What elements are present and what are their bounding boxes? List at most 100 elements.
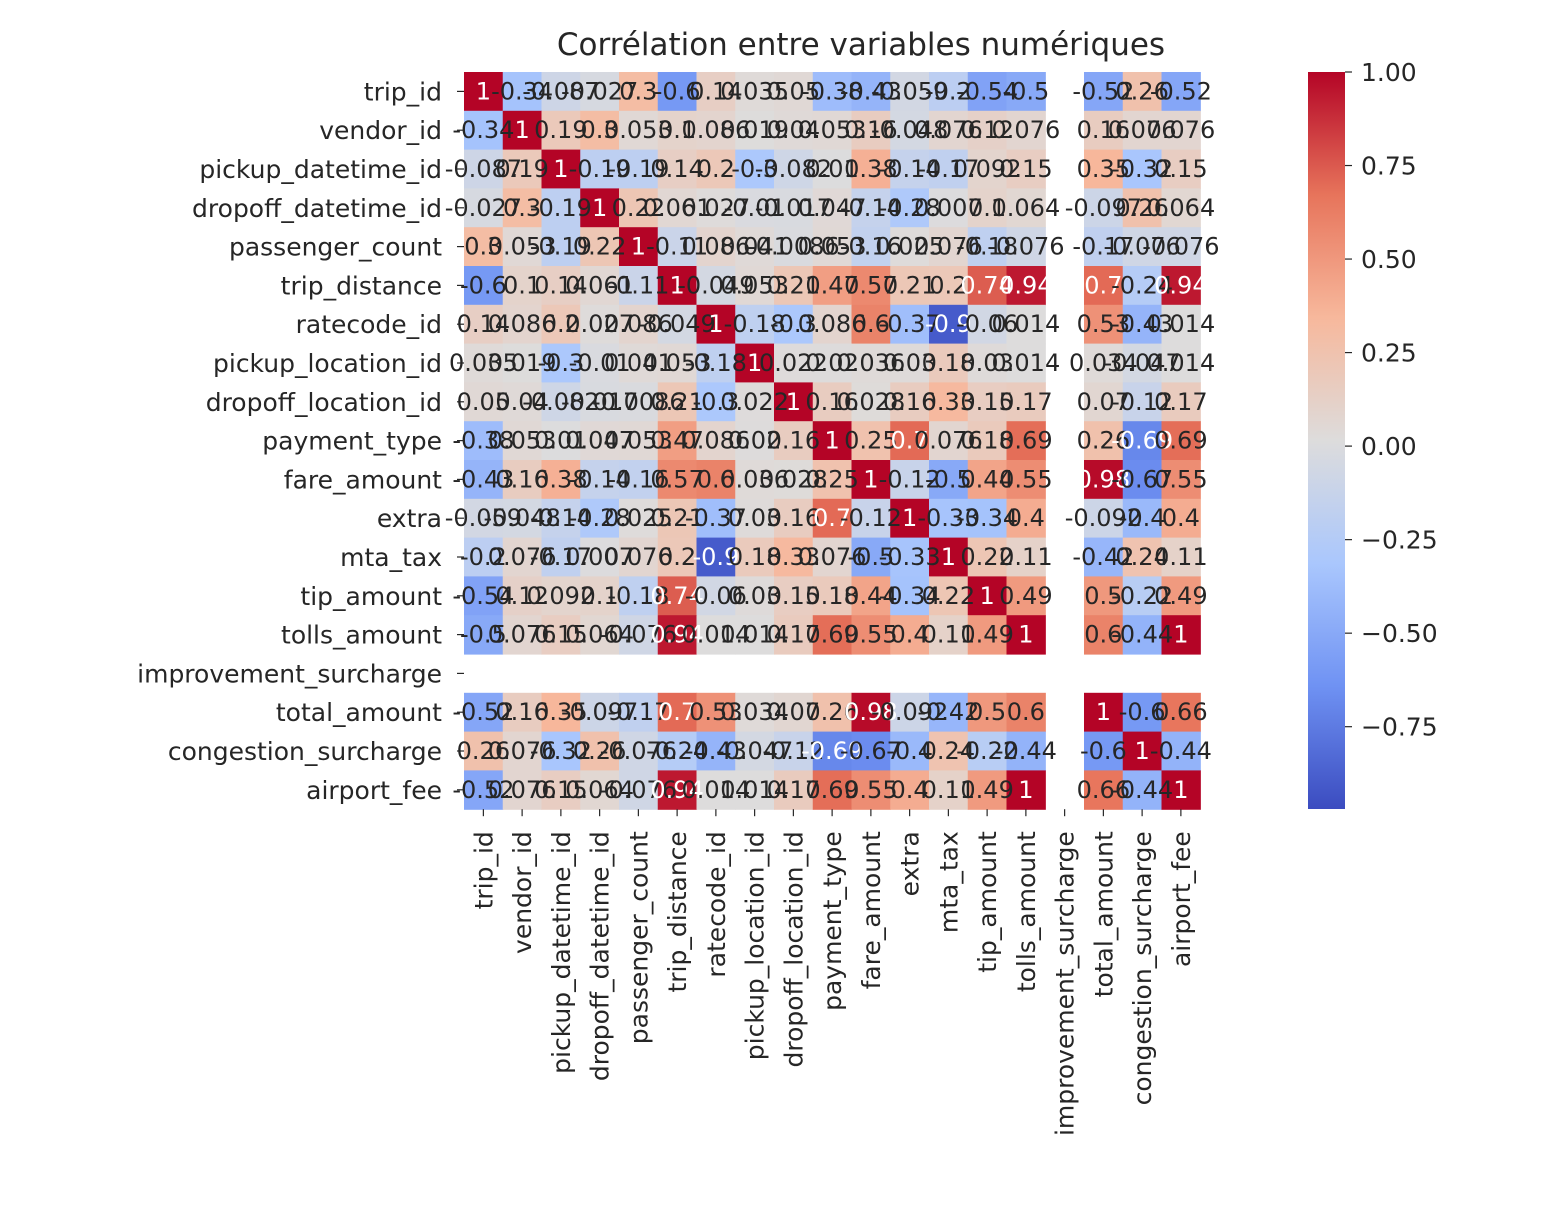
x-tick-label: mta_tax — [934, 831, 963, 933]
x-tick-label: pickup_location_id — [741, 831, 770, 1060]
heatmap-cell — [851, 227, 891, 267]
heatmap-cell — [580, 72, 620, 112]
heatmap-cell — [696, 382, 736, 422]
cell-annotation: 0.092 — [527, 582, 596, 610]
heatmap-cell — [619, 576, 659, 616]
heatmap-cell — [696, 498, 736, 539]
cell-annotation: 1 — [553, 155, 568, 183]
heatmap-cell — [580, 421, 620, 461]
cell-annotation: -0.092 — [1065, 504, 1142, 532]
heatmap-cell — [967, 110, 1008, 151]
cell-annotation: 0.25 — [844, 427, 897, 455]
cell-annotation: 0.076 — [1147, 116, 1216, 144]
heatmap-cell — [1084, 460, 1124, 500]
heatmap-cell — [502, 576, 543, 616]
heatmap-cell — [502, 498, 543, 539]
cell-annotation: 1 — [514, 116, 529, 144]
cell-annotation: 0.076 — [488, 543, 557, 571]
heatmap-cell — [774, 770, 814, 810]
cell-annotation: 0.053 — [798, 233, 867, 261]
cell-annotation: 0.022 — [720, 388, 789, 416]
y-tick-label: improvement_surcharge — [137, 659, 442, 688]
heatmap-cell — [580, 576, 620, 616]
cell-annotation: -0.4 — [1119, 504, 1166, 532]
heatmap-cell — [1122, 343, 1163, 383]
y-tick-label: airport_fee — [306, 776, 442, 805]
cell-annotation: -0.5 — [847, 543, 894, 571]
cell-annotation: 0.014 — [992, 349, 1061, 377]
heatmap-cell — [812, 770, 853, 810]
cell-annotation: 0.47 — [805, 271, 858, 299]
heatmap-cell — [967, 188, 1008, 228]
cell-annotation: 0.076 — [604, 543, 673, 571]
heatmap-cell — [1161, 537, 1201, 577]
heatmap-cell — [1122, 304, 1163, 345]
heatmap-cell — [502, 382, 543, 422]
heatmap-cell — [851, 266, 891, 306]
heatmap-cell — [1122, 188, 1163, 228]
heatmap-cell — [774, 498, 814, 539]
cell-annotation: 0.69 — [805, 621, 858, 649]
cell-annotation: 0.57 — [650, 465, 703, 493]
colorbar-tick-label: 0.00 — [1361, 432, 1417, 461]
cell-annotation: -0.047 — [716, 737, 793, 765]
heatmap-cell — [657, 382, 698, 422]
heatmap-cell — [890, 421, 930, 461]
heatmap-cell — [929, 692, 969, 733]
cell-annotation: -0.16 — [607, 465, 669, 493]
heatmap-cell — [696, 421, 736, 461]
heatmap-cell — [619, 343, 659, 383]
cell-annotation: 0.053 — [643, 349, 712, 377]
cell-annotation: 0.027 — [565, 310, 634, 338]
cell-annotation: 0.7 — [813, 504, 851, 532]
cell-annotation: 0.19 — [495, 155, 548, 183]
cell-annotation: 0.076 — [488, 621, 557, 649]
cell-annotation: -0.42 — [917, 698, 979, 726]
cell-annotation: 0.036 — [837, 349, 906, 377]
heatmap-cell — [890, 343, 930, 383]
cell-annotation: -0.049 — [638, 310, 715, 338]
heatmap-cell — [541, 266, 581, 306]
heatmap-cell — [619, 421, 659, 461]
cell-annotation: 0.14 — [650, 155, 703, 183]
heatmap-cell — [929, 110, 969, 151]
cell-annotation: -0.01 — [569, 349, 631, 377]
heatmap-cell — [1084, 266, 1124, 306]
heatmap-cell — [1006, 188, 1046, 228]
x-tick-label: tip_amount — [973, 831, 1002, 973]
cell-annotation: -0.19 — [530, 194, 592, 222]
heatmap-cell — [890, 770, 930, 810]
x-tick-label: dropoff_datetime_id — [586, 831, 615, 1081]
cell-annotation: -0.5 — [1002, 77, 1049, 105]
heatmap-cell — [657, 576, 698, 616]
cell-annotation: -0.17 — [1072, 233, 1134, 261]
cell-annotation: 0.98 — [844, 698, 897, 726]
cell-annotation: 0.98 — [1077, 465, 1130, 493]
cell-annotation: 0.94 — [650, 776, 703, 804]
heatmap-cell — [1006, 421, 1046, 461]
heatmap-cell — [929, 343, 969, 383]
cell-annotation: 0.66 — [1077, 776, 1130, 804]
heatmap-cell — [735, 304, 775, 345]
heatmap-cell — [735, 72, 775, 112]
cell-annotation: 0.014 — [992, 310, 1061, 338]
cell-annotation: 0.26 — [805, 698, 858, 726]
heatmap-cell — [1161, 382, 1201, 422]
cell-annotation: 0.053 — [798, 116, 867, 144]
heatmap-cell — [735, 343, 775, 383]
cell-annotation: -0.11 — [646, 233, 708, 261]
cell-annotation: -0.43 — [685, 737, 747, 765]
cell-annotation: -0.32 — [1111, 155, 1173, 183]
heatmap-cell — [1084, 576, 1124, 616]
heatmap-cell — [774, 188, 814, 228]
heatmap-cell — [696, 692, 736, 733]
heatmap-cell — [541, 382, 581, 422]
heatmap-cell — [1084, 149, 1124, 189]
heatmap-cell — [657, 460, 698, 500]
heatmap-cell — [696, 770, 736, 810]
heatmap-cell — [541, 421, 581, 461]
cell-annotation: 1 — [1134, 737, 1149, 765]
cell-annotation: 1 — [1096, 698, 1111, 726]
heatmap-cell — [580, 770, 620, 810]
heatmap-cell — [464, 537, 504, 577]
